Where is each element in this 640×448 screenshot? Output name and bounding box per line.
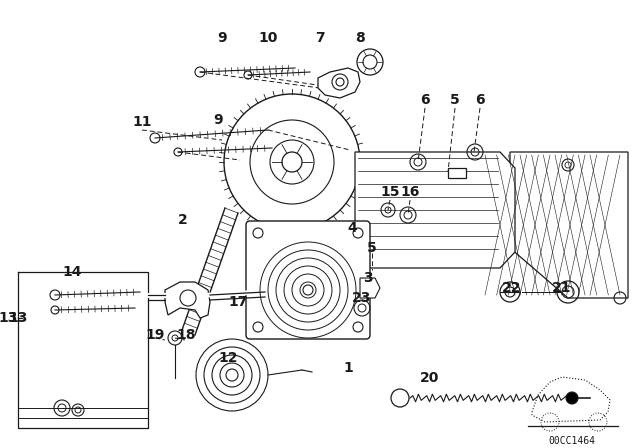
Text: 19: 19 <box>145 328 164 342</box>
Text: 20: 20 <box>420 371 440 385</box>
Bar <box>448 168 466 178</box>
Polygon shape <box>318 68 360 98</box>
Text: 9: 9 <box>213 113 223 127</box>
Text: 5: 5 <box>367 241 377 255</box>
Text: 7: 7 <box>315 31 325 45</box>
Text: 6: 6 <box>420 93 430 107</box>
Text: 5: 5 <box>450 93 460 107</box>
Text: 21: 21 <box>552 281 572 295</box>
Circle shape <box>303 285 313 295</box>
Text: 23: 23 <box>352 291 372 305</box>
Text: 13: 13 <box>8 311 28 325</box>
Text: 22: 22 <box>502 281 522 295</box>
Text: 9: 9 <box>217 31 227 45</box>
FancyBboxPatch shape <box>246 221 370 339</box>
Polygon shape <box>165 282 210 318</box>
Polygon shape <box>355 152 515 268</box>
Text: 11: 11 <box>132 115 152 129</box>
Text: 1: 1 <box>343 361 353 375</box>
Text: 12: 12 <box>218 351 237 365</box>
Text: 16: 16 <box>400 185 420 199</box>
Text: 2: 2 <box>178 213 188 227</box>
Text: 3: 3 <box>363 271 373 285</box>
Text: 8: 8 <box>355 31 365 45</box>
Text: 13: 13 <box>0 311 18 325</box>
Text: 10: 10 <box>259 31 278 45</box>
Circle shape <box>566 392 578 404</box>
Text: 18: 18 <box>176 328 196 342</box>
Text: 17: 17 <box>228 295 248 309</box>
Text: 14: 14 <box>62 265 82 279</box>
Text: 6: 6 <box>475 93 485 107</box>
Text: 15: 15 <box>380 185 400 199</box>
Polygon shape <box>510 152 628 298</box>
Polygon shape <box>360 278 380 298</box>
Text: 4: 4 <box>347 221 357 235</box>
Text: 00CC1464: 00CC1464 <box>548 436 595 446</box>
